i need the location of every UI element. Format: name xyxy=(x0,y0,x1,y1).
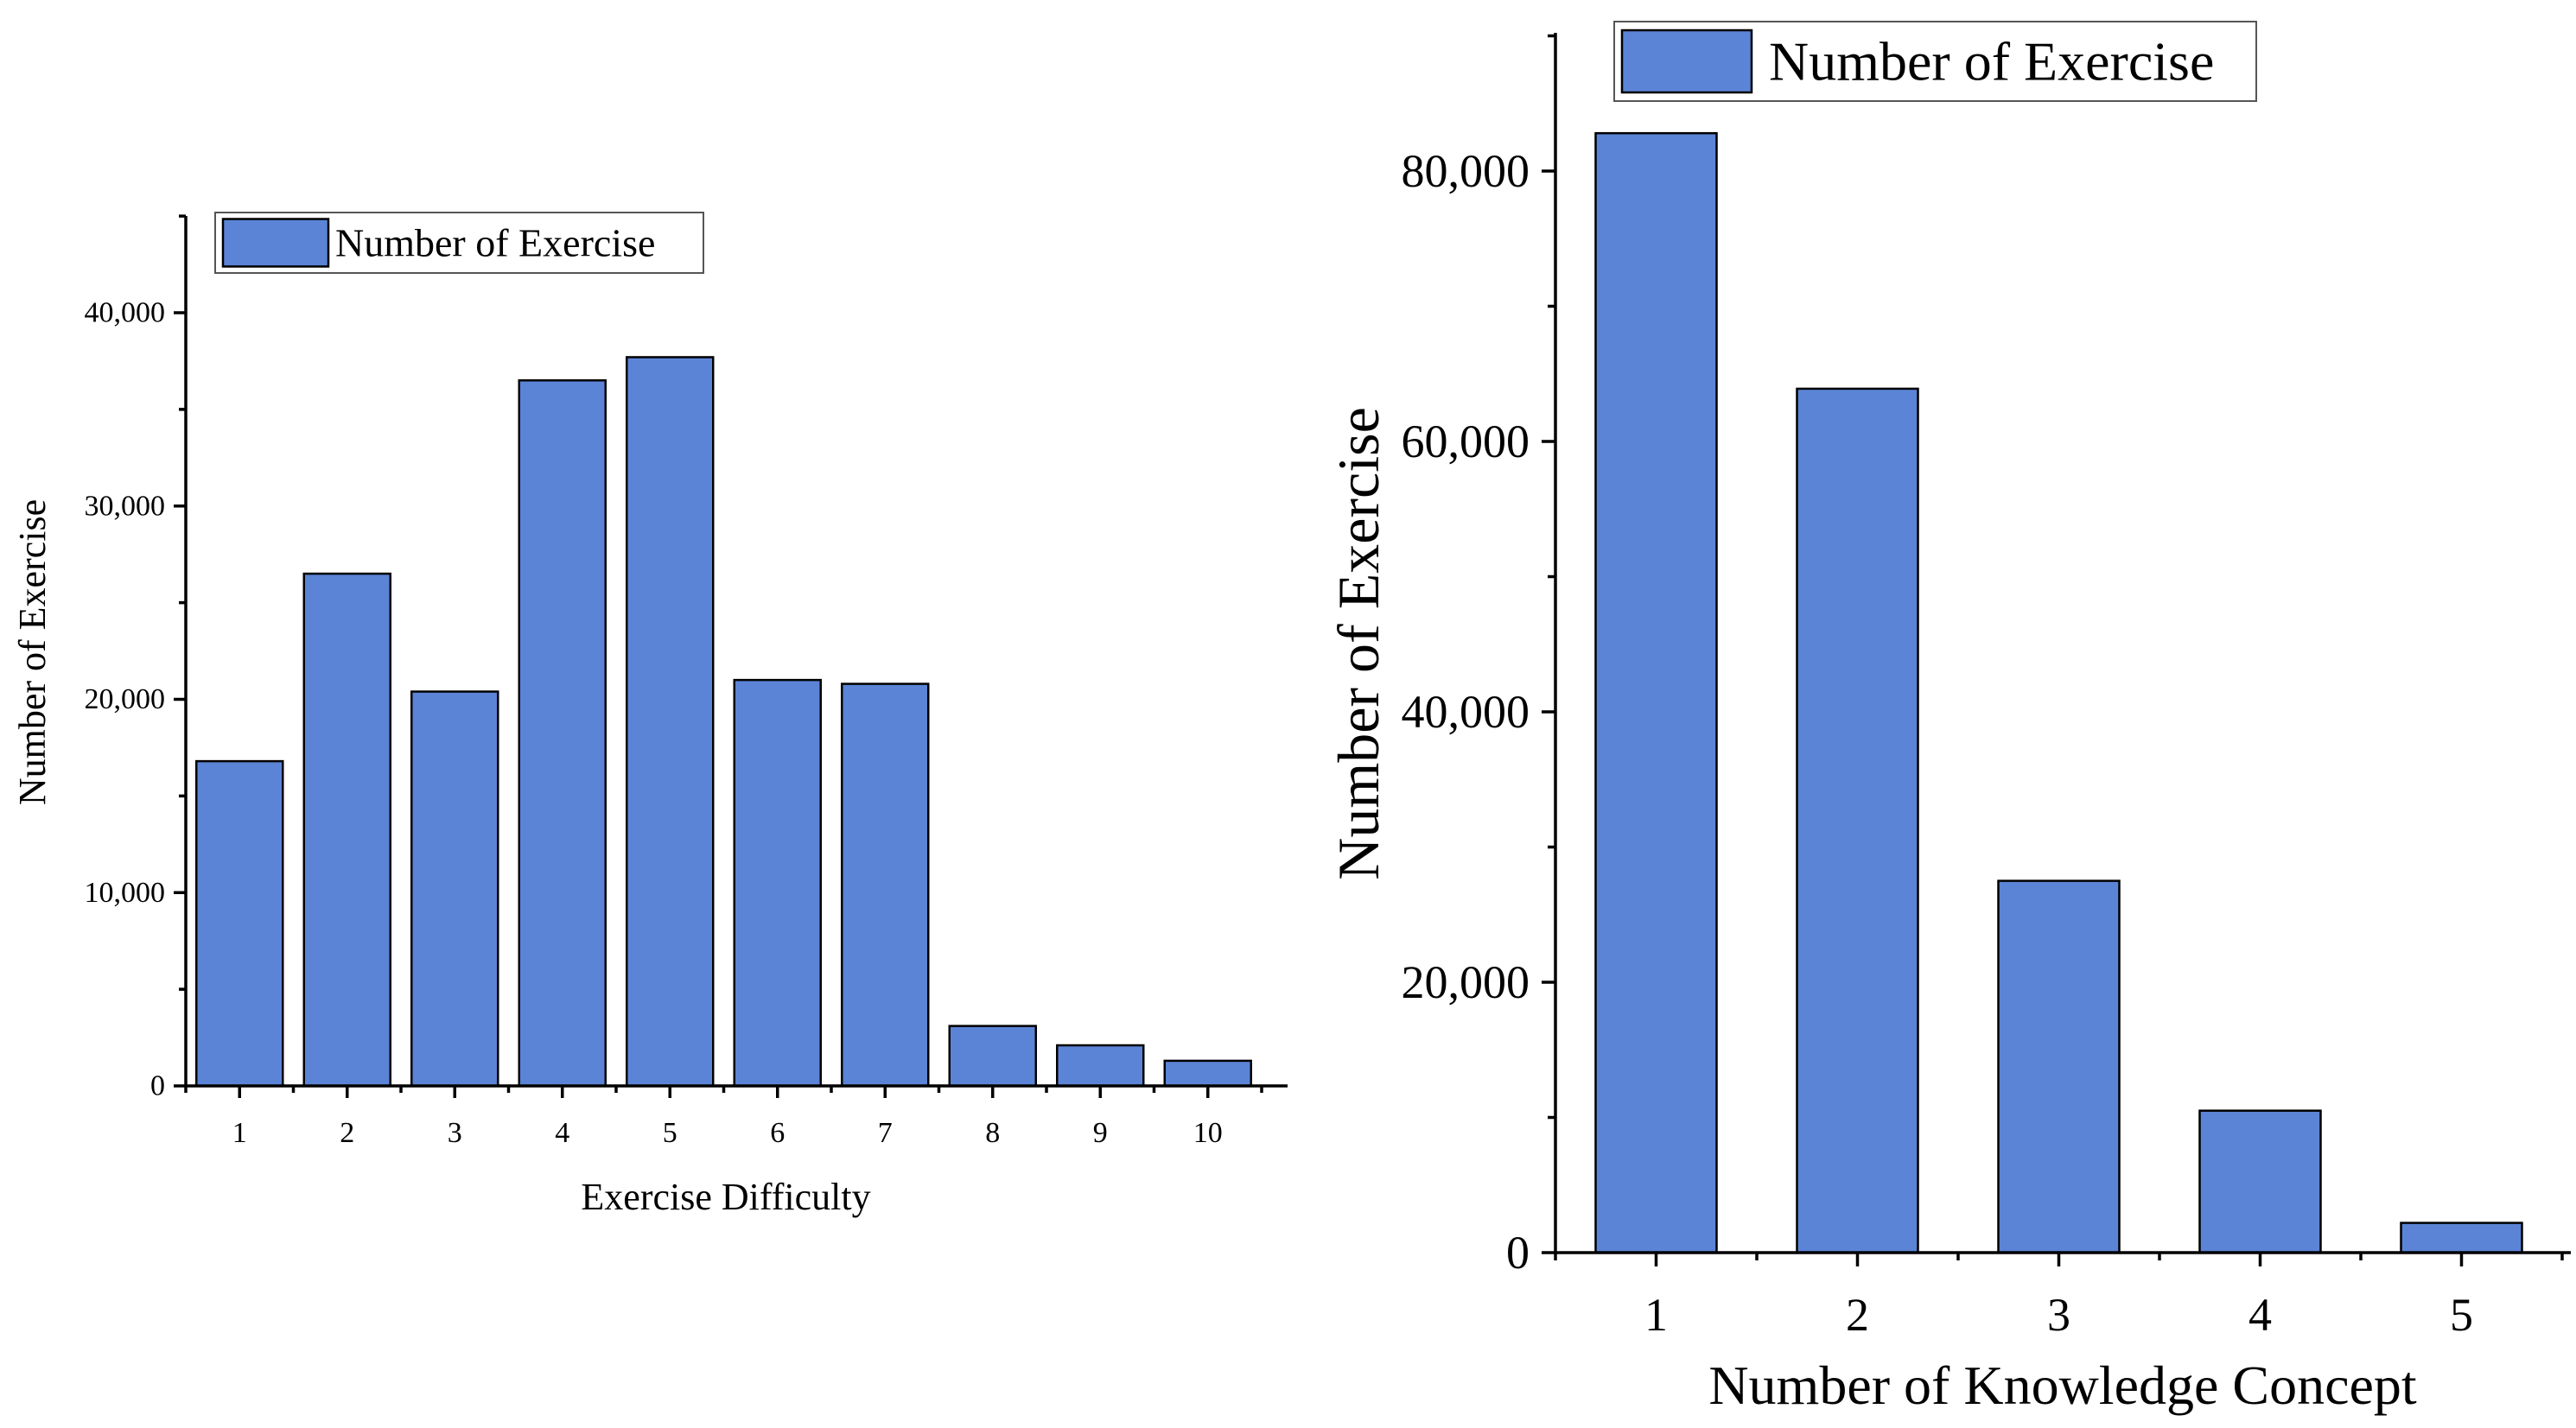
x-tick-label: 4 xyxy=(2248,1289,2272,1341)
x-tick-label: 3 xyxy=(2047,1289,2070,1341)
x-tick-label: 10 xyxy=(1193,1117,1223,1149)
x-tick-label: 6 xyxy=(770,1117,785,1149)
legend-swatch xyxy=(221,218,330,268)
legend-swatch xyxy=(1620,29,1753,94)
bar-6 xyxy=(733,678,822,1088)
legend-label: Number of Exercise xyxy=(335,221,655,265)
y-axis-title: Number of Exercise xyxy=(1326,407,1391,880)
bar-9 xyxy=(1056,1044,1145,1088)
x-tick-label: 4 xyxy=(555,1117,569,1149)
bar-1 xyxy=(195,759,284,1088)
legend: Number of Exercise xyxy=(214,212,704,274)
x-tick-label: 2 xyxy=(1846,1289,1869,1341)
y-tick-label: 40,000 xyxy=(85,297,166,329)
x-tick-label: 2 xyxy=(340,1117,354,1149)
x-tick-label: 7 xyxy=(878,1117,893,1149)
chart-knowledge-concept: 0 20,000 40,000 60,000 80,000 1 2 3 4 5 Number of … xyxy=(1326,21,2571,1416)
x-tick-label: 5 xyxy=(663,1117,677,1149)
x-tick-label: 8 xyxy=(985,1117,1000,1149)
chart-exercise-difficulty: 0 10,000 20,000 30,000 40,000 1 2 3 4 5 6 7 8 9 10 Exer… xyxy=(11,212,1288,1218)
y-tick-label: 20,000 xyxy=(1402,956,1530,1008)
bar-5 xyxy=(626,356,715,1088)
x-tick-label: 9 xyxy=(1093,1117,1108,1149)
bar-4 xyxy=(2198,1109,2322,1254)
bar-1 xyxy=(1594,131,1718,1254)
y-axis-title: Number of Exercise xyxy=(11,499,54,805)
bar-3 xyxy=(1997,879,2121,1254)
bar-8 xyxy=(948,1025,1037,1088)
x-axis-title: Number of Knowledge Concept xyxy=(1708,1355,2417,1416)
bar-2 xyxy=(1796,387,1919,1254)
y-tick-label: 20,000 xyxy=(85,683,166,715)
bar-5 xyxy=(2400,1222,2523,1254)
legend-label: Number of Exercise xyxy=(1769,31,2214,92)
y-tick-label: 10,000 xyxy=(85,877,166,909)
x-tick-label: 1 xyxy=(232,1117,247,1149)
y-tick-label: 40,000 xyxy=(1402,686,1530,738)
x-axis-title: Exercise Difficulty xyxy=(581,1176,870,1218)
y-tick-label: 0 xyxy=(150,1070,165,1102)
x-tick-label: 3 xyxy=(448,1117,462,1149)
x-tick-label: 5 xyxy=(2450,1289,2473,1341)
bar-7 xyxy=(841,682,930,1088)
y-tick-label: 30,000 xyxy=(85,490,166,522)
bar-4 xyxy=(518,379,607,1088)
bar-10 xyxy=(1163,1059,1252,1088)
y-tick-label: 60,000 xyxy=(1402,416,1530,467)
y-tick-label: 0 xyxy=(1506,1227,1530,1279)
y-tick-label: 80,000 xyxy=(1402,145,1530,197)
legend: Number of Exercise xyxy=(1613,21,2257,102)
bar-2 xyxy=(302,572,391,1088)
bar-3 xyxy=(410,690,499,1088)
x-tick-label: 1 xyxy=(1644,1289,1668,1341)
